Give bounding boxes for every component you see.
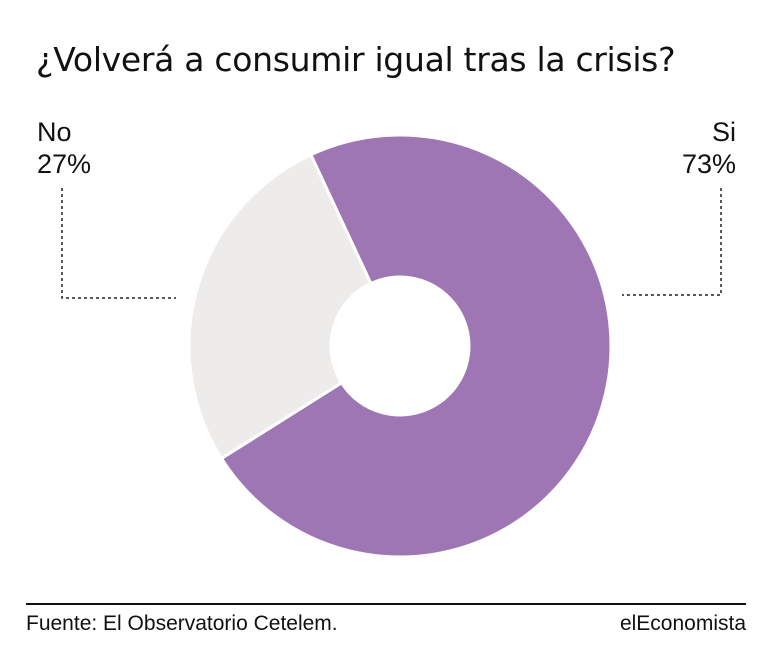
- slice-label-si: Si 73%: [682, 116, 736, 180]
- donut-slices: [187, 133, 613, 559]
- slice-name-no: No: [37, 117, 72, 147]
- slice-name-si: Si: [711, 117, 736, 147]
- leader-line-no: [61, 188, 176, 299]
- source-note: Fuente: El Observatorio Cetelem.: [26, 612, 338, 635]
- slice-si: [219, 133, 613, 559]
- slice-value-si: 73%: [681, 149, 736, 179]
- slice-label-no: No 27%: [37, 116, 91, 180]
- publisher-brand: elEconomista: [619, 612, 746, 635]
- slice-value-no: 27%: [37, 149, 92, 179]
- footer-divider: [26, 603, 746, 605]
- chart-title: ¿Volverá a consumir igual tras la crisis…: [36, 40, 676, 79]
- leader-line-si: [622, 188, 722, 296]
- slice-no: [187, 152, 373, 461]
